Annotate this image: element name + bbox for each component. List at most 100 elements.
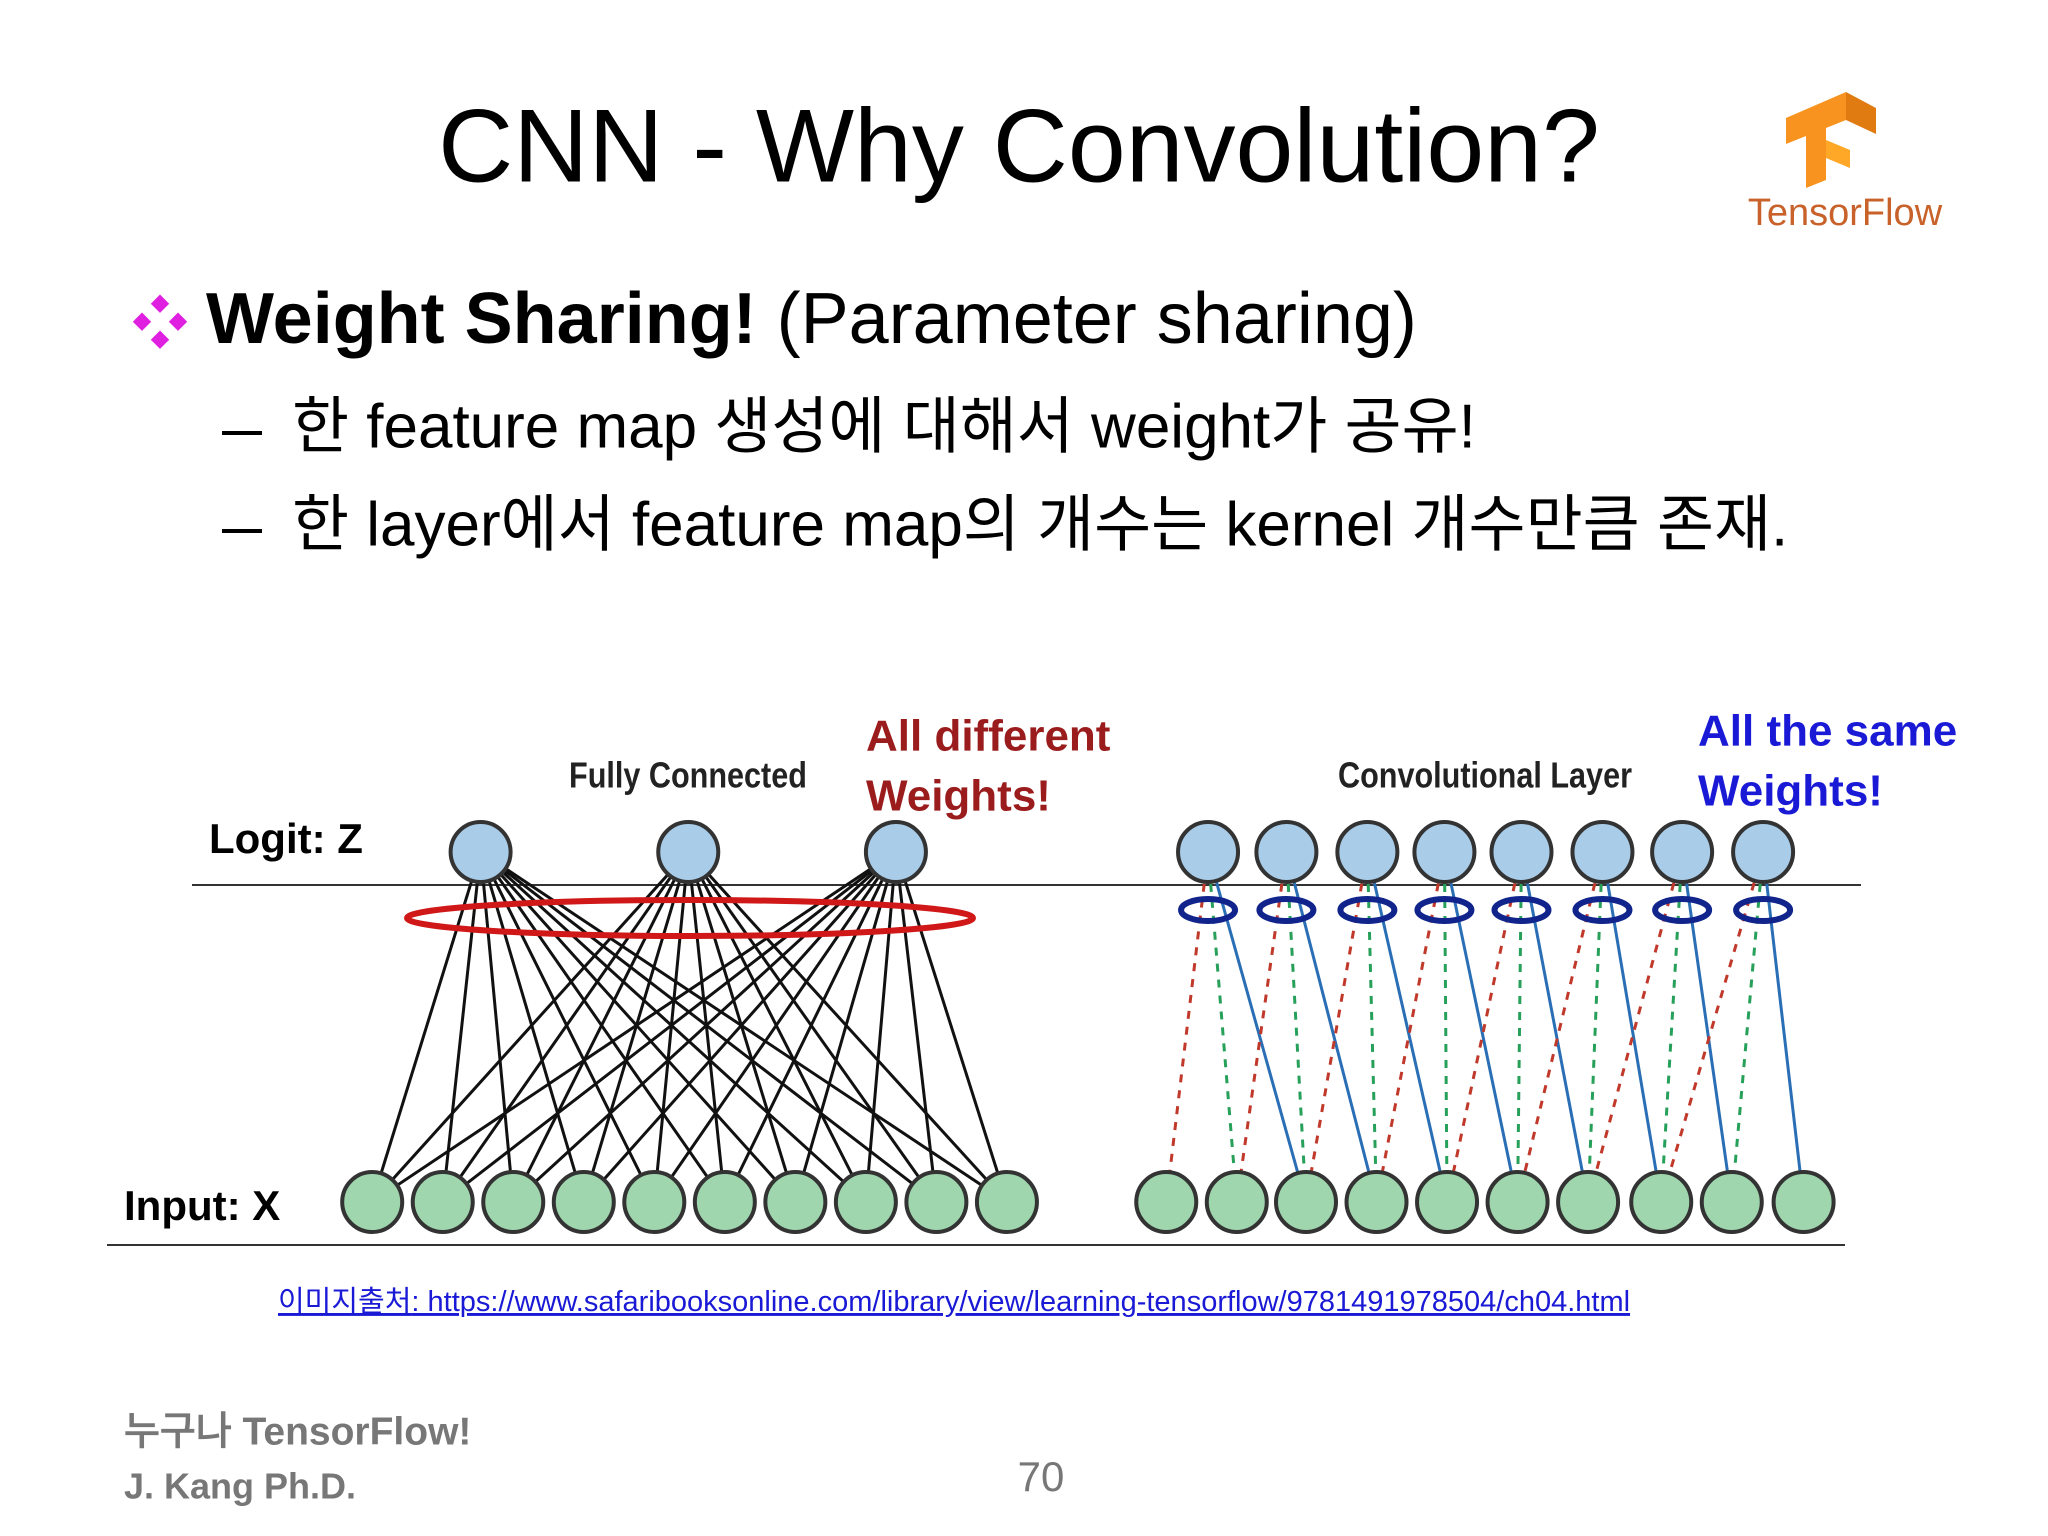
conv-note: All the same	[1698, 707, 1957, 756]
conv-edge	[1445, 851, 1523, 1203]
node	[1335, 820, 1400, 884]
bullet: Weight Sharing! (Parameter sharing)	[206, 279, 1417, 359]
fc-edge	[479, 850, 938, 1204]
fc-edge	[687, 850, 1009, 1204]
fc-edge	[441, 850, 897, 1204]
input-label: Input: X	[124, 1182, 280, 1229]
node	[1771, 1170, 1836, 1234]
fc-edge	[479, 850, 797, 1204]
sub-bullet: 한 layer에서 feature map의 개수는 kernel 개수만큼 존…	[292, 490, 1788, 559]
node	[833, 1170, 898, 1234]
fc-edge	[686, 851, 868, 1203]
conv-edge	[1365, 851, 1379, 1203]
fc-note: All different	[866, 712, 1111, 761]
fc-edge	[793, 851, 898, 1203]
node	[1415, 1170, 1480, 1234]
fc-edge	[894, 851, 1009, 1203]
tensorflow-logo: TensorFlow	[1748, 92, 1943, 234]
node	[1650, 820, 1715, 884]
fc-edge	[371, 850, 897, 1204]
title: CNN - Why Convolution?	[438, 88, 1600, 204]
node	[551, 1170, 616, 1234]
conv-edge	[1586, 851, 1684, 1203]
conv-edge	[1304, 851, 1369, 1203]
fc-edge	[723, 851, 898, 1203]
source-prefix[interactable]: 이미지출처	[278, 1285, 411, 1318]
node	[1134, 1170, 1199, 1234]
fc-label: Fully Connected	[569, 756, 807, 796]
conv-edge	[1284, 851, 1308, 1203]
conv-edge	[1365, 851, 1449, 1203]
node	[763, 1170, 828, 1234]
footer-line: J. Kang Ph.D.	[124, 1466, 356, 1507]
node	[410, 1170, 475, 1234]
conv-edge	[1761, 851, 1806, 1203]
logo-text: TensorFlow	[1748, 192, 1943, 234]
fc-edge	[894, 851, 938, 1203]
conv-edge	[1600, 851, 1663, 1203]
fc-edge	[441, 851, 690, 1203]
fc-edge	[864, 851, 898, 1203]
node	[974, 1170, 1039, 1234]
fc-edge	[479, 850, 1008, 1204]
node	[1570, 820, 1635, 884]
highlight	[1652, 896, 1713, 924]
fc-edge	[653, 851, 898, 1203]
conv-edge	[1659, 851, 1684, 1203]
conv-edge	[1442, 851, 1520, 1203]
conv-edge	[1516, 851, 1604, 1203]
node	[1412, 820, 1477, 884]
fc-edge	[479, 851, 656, 1203]
node	[1254, 820, 1319, 884]
conv-edge	[1516, 851, 1523, 1203]
bullet-bold: Weight Sharing!	[206, 279, 757, 359]
highlight	[1256, 896, 1317, 924]
node	[1489, 820, 1554, 884]
node	[1176, 820, 1241, 884]
page-number: 70	[1018, 1453, 1065, 1500]
highlight	[1572, 896, 1633, 924]
conv-label: Convolutional Layer	[1338, 756, 1632, 796]
node	[692, 1170, 757, 1234]
fc-edge	[582, 851, 898, 1203]
node	[622, 1170, 687, 1234]
fc-note: Weights!	[866, 772, 1051, 821]
fc-edge	[479, 850, 867, 1204]
highlight	[1178, 896, 1239, 924]
conv-edge	[1730, 851, 1765, 1203]
highlight	[1491, 896, 1552, 924]
fc-edge	[687, 851, 938, 1203]
conv-edge	[1659, 851, 1765, 1203]
conv-note: Weights!	[1698, 767, 1883, 816]
source-text[interactable]: 이미지출처: https://www.safaribooksonline.com…	[278, 1285, 1630, 1318]
footer-line: 누구나 TensorFlow!	[124, 1410, 471, 1453]
highlight	[1337, 896, 1398, 924]
conv-edge	[1206, 851, 1308, 1203]
node	[448, 820, 513, 884]
node	[863, 820, 928, 884]
conv-edge	[1586, 851, 1604, 1203]
conv-edge	[1164, 851, 1210, 1203]
node	[1485, 1170, 1550, 1234]
node	[1274, 1170, 1338, 1234]
bullet-diamond	[132, 294, 188, 349]
conv-edge	[1375, 851, 1446, 1203]
source-url[interactable]: : https://www.safaribooksonline.com/libr…	[411, 1286, 1630, 1318]
conv-edge	[1680, 851, 1734, 1203]
fc-edge	[511, 851, 690, 1203]
node	[481, 1170, 546, 1234]
node	[1344, 1170, 1409, 1234]
source-link[interactable]: 이미지출처: https://www.safaribooksonline.com…	[278, 1285, 1630, 1318]
highlight	[1414, 896, 1475, 924]
bullet-rest: (Parameter sharing)	[757, 279, 1417, 359]
sub-bullet: 한 feature map 생성에 대해서 weight가 공유!	[292, 392, 1476, 461]
conv-edge	[1442, 851, 1449, 1203]
node	[1204, 1170, 1269, 1234]
highlight	[404, 897, 976, 939]
figure: Fully Connected Convolutional Layer All …	[107, 707, 1957, 1246]
node	[1629, 1170, 1694, 1234]
node	[340, 1170, 405, 1234]
logit-label: Logit: Z	[209, 815, 363, 862]
